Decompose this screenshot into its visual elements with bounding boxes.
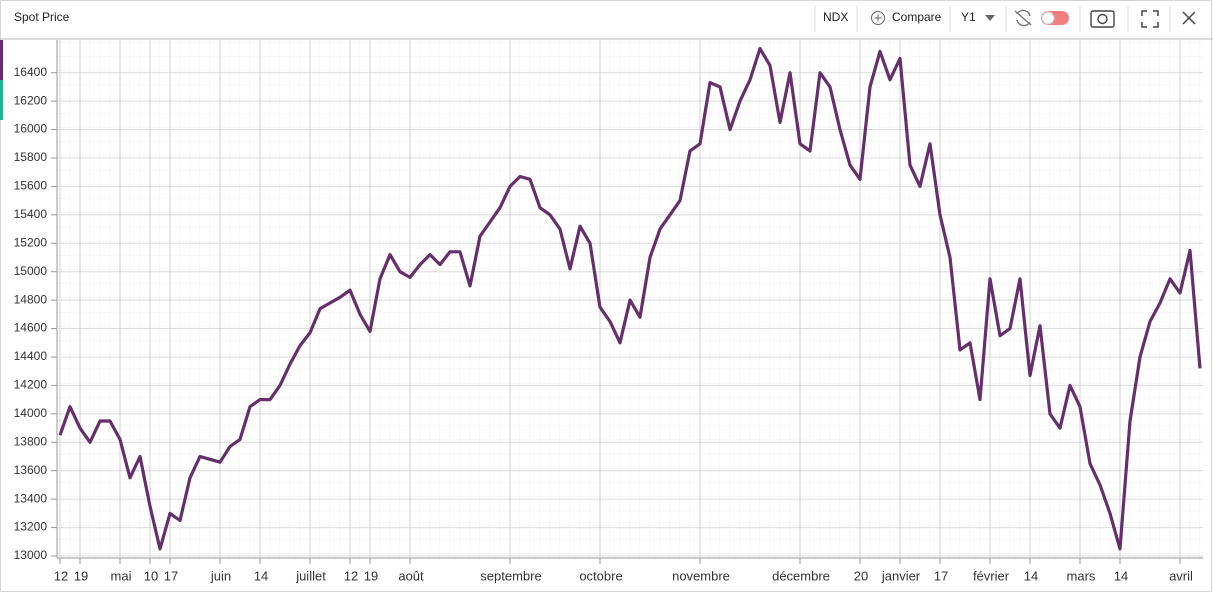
x-tick-label: août	[398, 568, 424, 583]
y-tick-label: 14400	[14, 349, 48, 363]
x-tick-label: 12	[344, 568, 358, 583]
y-tick-label: 13600	[14, 463, 48, 477]
y-tick-label: 13000	[14, 548, 48, 562]
x-tick-label: 17	[934, 568, 948, 583]
price-line	[58, 46, 1202, 551]
y-tick-label: 16400	[14, 65, 48, 79]
dropdown-arrow	[985, 15, 995, 21]
camera-lens	[1097, 13, 1108, 25]
compare-icon	[871, 11, 885, 25]
x-tick-label: janvier	[881, 568, 921, 583]
x-tick-label: 12	[54, 568, 68, 583]
y-tick-label: 14800	[14, 292, 48, 306]
y-tick-label: 16000	[14, 122, 48, 136]
y-tick-label: 15400	[14, 207, 48, 221]
side-marker	[0, 80, 3, 120]
symbol[interactable]: NDX	[823, 10, 848, 24]
sync-icon[interactable]	[1014, 9, 1032, 27]
y-tick-label: 16200	[14, 93, 48, 107]
x-tick-label: mai	[111, 568, 132, 583]
x-tick-label: 20	[854, 568, 868, 583]
toggle-knob	[1041, 11, 1055, 25]
side-marker	[0, 40, 3, 80]
y-tick-label: 13400	[14, 491, 48, 505]
x-tick-label: juillet	[295, 568, 326, 583]
period-select[interactable]: Y1	[961, 10, 995, 24]
y-tick-label: 14600	[14, 321, 48, 335]
y-tick-label: 15800	[14, 150, 48, 164]
x-tick-label: juin	[210, 568, 231, 583]
fullscreen-button[interactable]	[1141, 10, 1159, 28]
y-tick-label: 14000	[14, 406, 48, 420]
x-tick-label: décembre	[772, 568, 830, 583]
x-tick-label: 19	[74, 568, 88, 583]
x-tick-label: 19	[364, 568, 378, 583]
close-button[interactable]	[1182, 11, 1196, 25]
x-tick-label: février	[973, 568, 1010, 583]
x-tick-label: 14	[1114, 568, 1128, 583]
compare-label: Compare	[892, 10, 942, 24]
y-tick-label: 15200	[14, 235, 48, 249]
x-tick-label: 17	[164, 568, 178, 583]
compare-button[interactable]: Compare	[871, 10, 942, 25]
x-tick-label: avril	[1169, 568, 1193, 583]
x-tick-label: mars	[1067, 568, 1096, 583]
x-tick-label: octobre	[579, 568, 622, 583]
x-tick-label: septembre	[480, 568, 541, 583]
y-tick-label: 15600	[14, 179, 48, 193]
compare-icon	[874, 14, 882, 22]
y-tick-label: 15000	[14, 264, 48, 278]
x-tick-label: 10	[144, 568, 158, 583]
period-label: Y1	[961, 10, 976, 24]
x-tick-label: novembre	[672, 568, 730, 583]
panel-title: Spot Price	[14, 10, 70, 24]
y-tick-label: 14200	[14, 378, 48, 392]
y-tick-label: 13800	[14, 434, 48, 448]
snapshot-button[interactable]	[1090, 10, 1115, 28]
y-tick-label: 13200	[14, 520, 48, 534]
x-tick-label: 14	[1024, 568, 1038, 583]
x-tick-label: 14	[254, 568, 268, 583]
camera-icon	[1090, 10, 1115, 28]
